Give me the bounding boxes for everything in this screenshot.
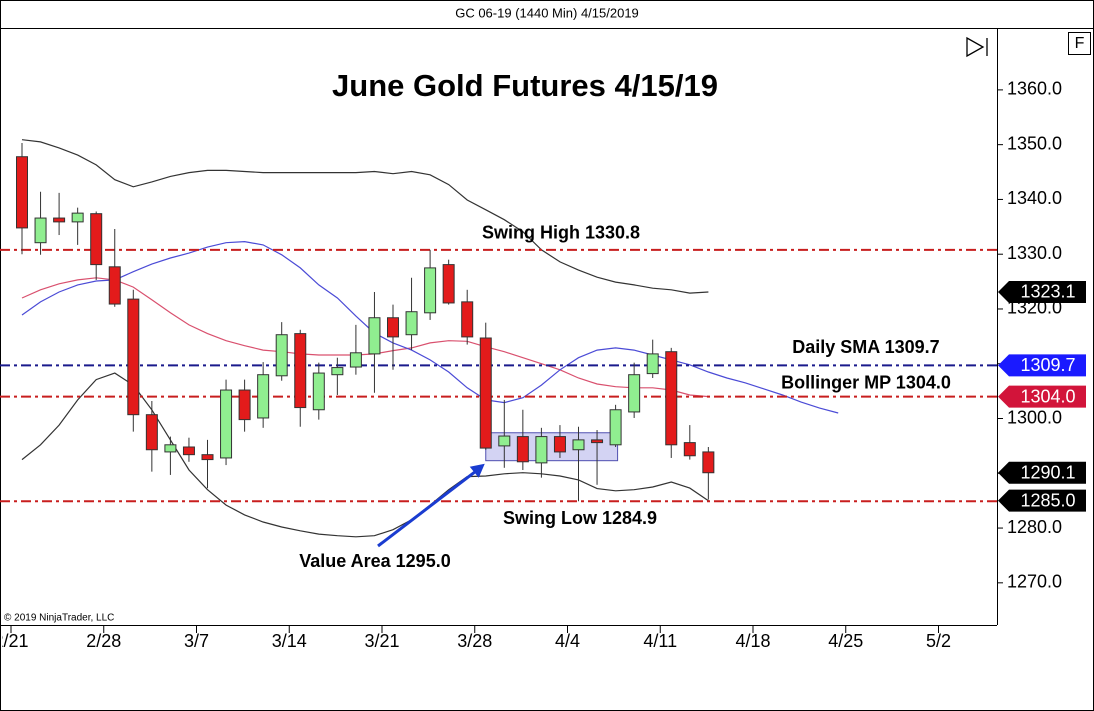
x-tick-label: 2/21	[0, 631, 29, 651]
candle-body	[238, 389, 251, 421]
indicator-line	[21, 277, 709, 398]
x-tick-label: 3/14	[272, 631, 307, 651]
arrow-head	[469, 463, 485, 478]
x-tick-label: 4/4	[555, 631, 580, 651]
play-icon[interactable]	[966, 36, 985, 58]
candle-body	[201, 454, 214, 461]
value-area-label: Value Area 1295.0	[299, 551, 450, 571]
button[interactable]: F	[1075, 35, 1085, 52]
plot	[0, 139, 997, 538]
candle-body	[71, 212, 84, 223]
indicator-line	[21, 139, 709, 294]
candle-body	[498, 435, 511, 447]
level-label: Swing Low 1284.9	[503, 508, 657, 528]
candle-body	[164, 444, 177, 453]
x-tick-label: 4/11	[643, 631, 677, 651]
candle-body	[479, 337, 492, 449]
candle-body	[108, 266, 121, 305]
candle-body	[461, 301, 474, 338]
candle-body	[405, 311, 418, 336]
candle-body	[16, 156, 28, 229]
y-tick-label: 1350.0	[1007, 133, 1062, 153]
indicator-line	[21, 240, 839, 414]
y-tick-label: 1330.0	[1007, 243, 1062, 263]
level-label: Daily SMA 1309.7	[792, 337, 939, 357]
x-tick-label: 3/21	[364, 631, 399, 651]
candle-body	[572, 439, 585, 451]
candle-body	[424, 267, 437, 314]
y-tick-label: 1280.0	[1007, 517, 1062, 537]
candle-body	[90, 213, 103, 266]
price-marker	[998, 461, 1086, 484]
price-marker	[998, 354, 1086, 377]
candle-body	[312, 372, 325, 411]
candle-body	[53, 217, 66, 223]
y-tick-label: 1360.0	[1007, 79, 1062, 99]
candle-body	[535, 436, 548, 464]
x-tick-label: 4/18	[735, 631, 770, 651]
candle-body	[220, 389, 233, 459]
price-marker-label: 1304.0	[1020, 386, 1075, 406]
candle-body	[349, 352, 362, 368]
price-marker-label: 1309.7	[1020, 355, 1075, 375]
level-label: Swing High 1330.8	[482, 223, 640, 243]
button-box[interactable]	[1068, 32, 1091, 55]
candle-body	[553, 436, 566, 453]
price-marker-label: 1290.1	[1020, 462, 1075, 482]
price-marker	[998, 280, 1086, 303]
y-tick-label: 1270.0	[1007, 572, 1062, 592]
copyright: © 2019 NinjaTrader, LLC	[4, 613, 114, 624]
candle-body	[127, 298, 140, 416]
candle-body	[591, 439, 604, 444]
arrow-shaft	[377, 465, 483, 548]
candle-body	[646, 353, 659, 375]
candle-body	[145, 414, 158, 451]
candle-body	[628, 374, 641, 413]
scroll-end-icon[interactable]	[966, 36, 988, 58]
y-tick-label: 1340.0	[1007, 188, 1062, 208]
header: GC 06-19 (1440 Min) 4/15/2019	[455, 5, 639, 20]
candle-body	[257, 374, 270, 419]
candle-body	[368, 317, 381, 355]
candle-body	[702, 451, 715, 474]
price-marker	[998, 489, 1086, 512]
price-marker-label: 1285.0	[1020, 490, 1075, 510]
price-marker-label: 1323.1	[1020, 282, 1075, 302]
candle-body	[331, 367, 344, 376]
candle-body	[294, 333, 307, 409]
x-tick-label: 4/25	[828, 631, 863, 651]
level-label: Bollinger MP 1304.0	[781, 372, 951, 392]
candle-body	[275, 334, 288, 377]
x-tick-label: 2/28	[86, 631, 121, 651]
x-axis-labels: 2/21 2/28 3/7 3/14 3/21 3/28 4/4 4/11 4/18 4/25 5/…	[0, 631, 951, 651]
x-tick-label: 5/2	[926, 631, 951, 651]
candle-body	[683, 442, 696, 457]
candle-body	[442, 264, 455, 304]
chart-title: June Gold Futures 4/15/19	[332, 68, 718, 103]
candle-body	[387, 317, 399, 338]
candle-body	[665, 351, 678, 446]
x-tick-label: 3/7	[184, 631, 209, 651]
candle-body	[609, 409, 622, 446]
overlay: 1270.01280.01290.01300.01310.01320.01330…	[10, 79, 1086, 633]
candle-body	[182, 446, 195, 456]
x-tick-label: 3/28	[457, 631, 492, 651]
y-tick-label: 1300.0	[1007, 407, 1062, 427]
candle-body	[34, 217, 47, 244]
candle-body	[516, 436, 529, 463]
price-marker	[998, 385, 1086, 408]
